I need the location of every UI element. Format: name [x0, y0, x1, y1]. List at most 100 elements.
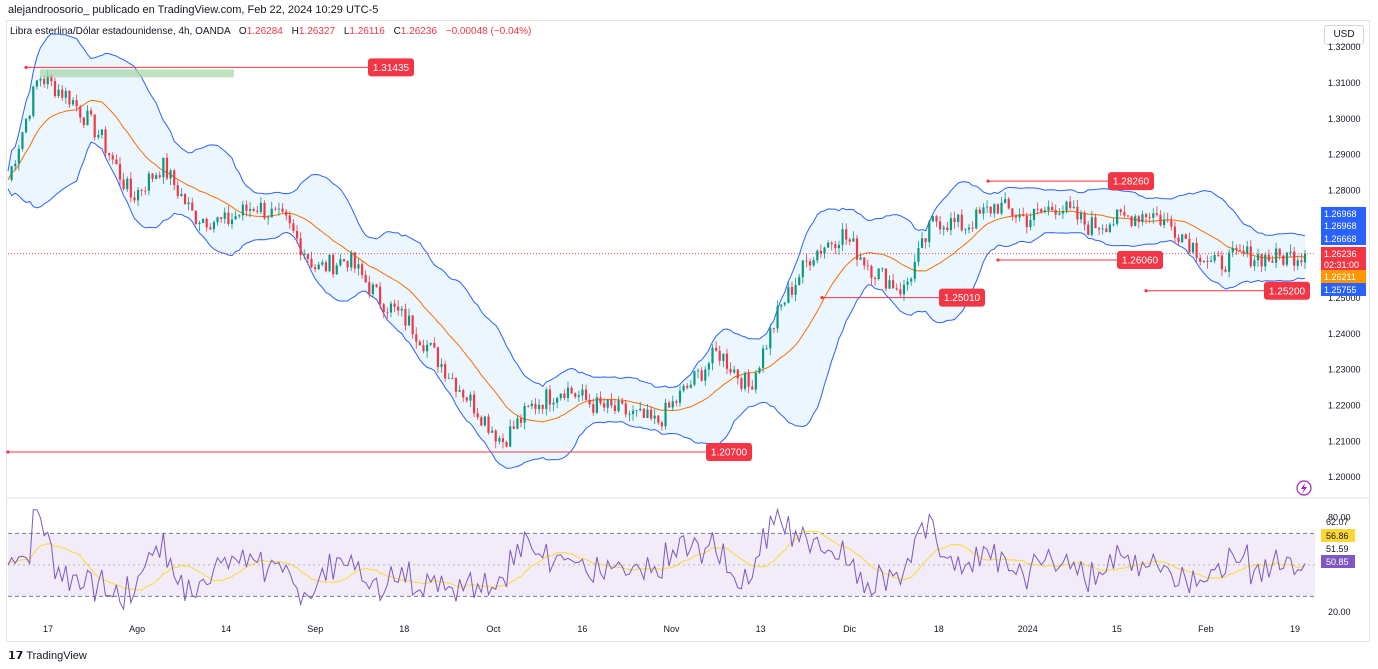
tradingview-logo-icon: 𝟭𝟳 [8, 650, 24, 662]
candle-body [946, 227, 949, 230]
candle-body [483, 416, 486, 426]
candle-body [494, 430, 497, 442]
candle-body [595, 397, 598, 413]
candle-body [57, 89, 60, 97]
candle-body [158, 175, 161, 178]
candle-body [425, 344, 429, 352]
candle-body [548, 389, 552, 405]
candle-body [191, 202, 194, 211]
candle-body [241, 204, 244, 216]
candle-body [985, 206, 989, 208]
rsi-band-fill [8, 533, 1315, 597]
price-axis-tick: 1.28000 [1328, 185, 1361, 195]
candle-body [552, 402, 555, 405]
candle-body [108, 153, 111, 156]
candle-body [671, 401, 674, 408]
candle-body [646, 409, 649, 418]
candle-body [1188, 238, 1191, 253]
candle-body [238, 215, 241, 217]
candle-body [1007, 199, 1010, 209]
candle-body [566, 387, 570, 398]
highlight-zone [40, 69, 234, 78]
close-value: 1.26236 [400, 26, 437, 37]
candle-body [819, 250, 822, 254]
rsi-axis-tick: 80.00 [1328, 513, 1351, 523]
candle-body [469, 394, 472, 401]
candle-body [866, 265, 869, 267]
candle-body [1108, 224, 1111, 232]
lightning-bolt-icon [1301, 483, 1307, 494]
candle-body [1289, 251, 1292, 253]
candle-body [606, 399, 609, 408]
currency-button[interactable]: USD [1324, 25, 1364, 45]
candle-body [111, 155, 114, 160]
time-axis-tick: 18 [399, 624, 409, 634]
candle-body [447, 377, 450, 379]
candle-body [342, 259, 346, 262]
candle-body [194, 210, 197, 224]
candle-body [740, 378, 743, 389]
time-axis-tick: 18 [934, 624, 944, 634]
candle-body [1271, 260, 1274, 263]
candle-body [140, 189, 143, 191]
price-badge [1321, 270, 1366, 283]
candle-body [1004, 199, 1007, 203]
candle-body [39, 78, 42, 81]
candle-body [1051, 206, 1054, 211]
candle-body [1293, 251, 1296, 266]
candle-body [877, 268, 880, 279]
candle-body [913, 261, 916, 279]
candle-body [884, 268, 888, 289]
candle-body [852, 238, 855, 242]
candle-body [1072, 206, 1075, 208]
candle-body [230, 219, 234, 225]
time-axis-tick: 19 [1290, 624, 1300, 634]
candle-body [1177, 237, 1180, 243]
change-value: −0.00048 (−0.04%) [445, 26, 532, 37]
price-axis-tick: 1.23000 [1328, 365, 1361, 375]
candle-body [812, 260, 815, 266]
candle-body [1079, 213, 1083, 220]
candle-body [183, 194, 187, 205]
candle-body [1148, 217, 1151, 218]
candle-body [491, 430, 494, 433]
price-badge-text: 1.26668 [1324, 234, 1357, 244]
candle-body [440, 364, 443, 367]
candle-body [147, 173, 150, 191]
open-label: O [238, 26, 247, 37]
candle-body [837, 244, 841, 249]
candle-body [53, 81, 57, 97]
candle-body [71, 100, 75, 105]
candle-body [895, 288, 898, 290]
candle-body [653, 415, 656, 419]
candle-body [1231, 247, 1234, 253]
candle-body [64, 90, 67, 98]
candle-body [256, 210, 259, 212]
candle-body [400, 308, 403, 311]
candle-body [115, 159, 118, 165]
candle-body [689, 384, 692, 388]
candle-body [664, 402, 667, 427]
candle-body [1090, 217, 1093, 235]
price-axis-tick: 1.22000 [1328, 400, 1361, 410]
candle-body [603, 403, 606, 408]
candle-body [1199, 257, 1202, 262]
candle-body [1253, 260, 1256, 267]
candle-body [68, 90, 71, 105]
candle-body [631, 410, 635, 414]
lightning-icon[interactable] [1296, 480, 1312, 496]
candle-body [32, 86, 35, 116]
candle-body [534, 403, 537, 409]
candle-body [509, 426, 512, 447]
candle-body [1076, 206, 1079, 220]
candle-body [953, 218, 956, 222]
candle-body [339, 259, 342, 266]
candle-body [570, 387, 573, 394]
candle-body [617, 400, 620, 412]
candle-body [754, 372, 757, 390]
candle-body [993, 204, 996, 214]
candle-body [14, 163, 17, 167]
candle-body [588, 399, 591, 405]
candle-body [122, 179, 125, 190]
